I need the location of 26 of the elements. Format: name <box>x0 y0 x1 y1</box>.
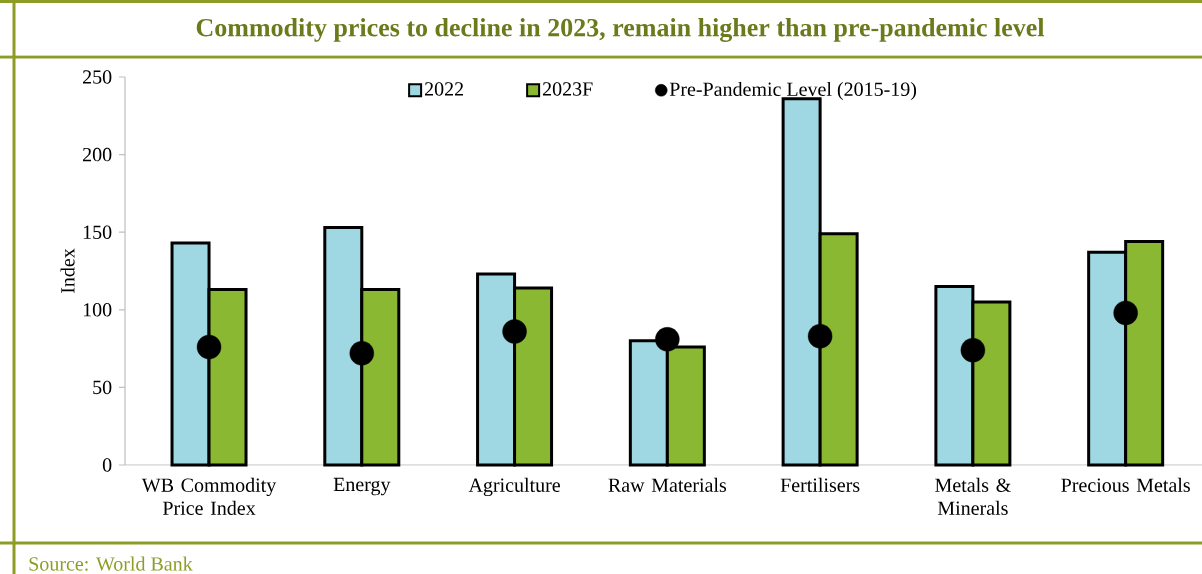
y-tick-label: 50 <box>93 380 112 395</box>
point <box>502 319 527 344</box>
x-tick-label: Metals & Minerals <box>935 477 1011 515</box>
point <box>960 337 986 363</box>
y-tick-label: 100 <box>83 303 112 317</box>
legend-label: 2023F <box>542 82 593 96</box>
y-tick-label: 0 <box>102 458 112 472</box>
x-tick-label: Energy <box>333 477 391 496</box>
x-tick-label: Precious Metals <box>1061 477 1190 492</box>
point <box>655 327 680 352</box>
source-note: Source: World Bank <box>29 556 193 571</box>
y-tick-label: 250 <box>83 70 112 84</box>
legend-label: Pre-Pandemic Level (2015-19) <box>669 81 917 101</box>
x-tick-label: WB Commodity Price Index <box>141 477 277 515</box>
x-tick-label: Agriculture <box>468 477 560 497</box>
y-tick-label: 150 <box>83 225 112 239</box>
point <box>349 341 374 366</box>
x-tick-label: Raw Materials <box>608 477 727 492</box>
point <box>196 334 222 360</box>
point <box>807 323 833 349</box>
chart-title: Commodity prices to decline in 2023, remain higher than pre-pandemic level <box>196 18 1045 42</box>
y-tick-label: 200 <box>83 147 112 162</box>
point <box>1113 300 1138 326</box>
y-axis-title: Index <box>60 248 75 294</box>
x-tick-label: Fertilisers <box>780 477 860 492</box>
legend-label: 2022 <box>424 82 464 96</box>
